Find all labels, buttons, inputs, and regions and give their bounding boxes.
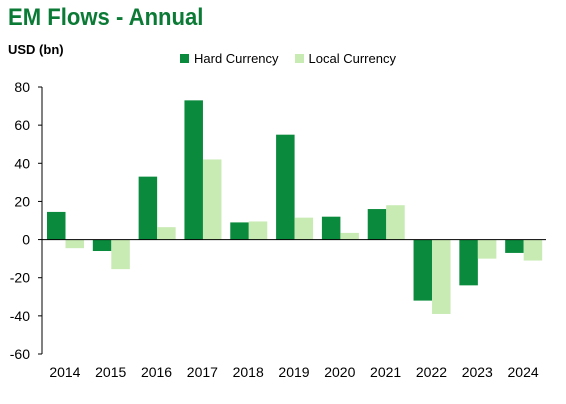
x-tick-label: 2015 — [95, 364, 126, 380]
bar-hard-currency — [413, 239, 433, 301]
bar-hard-currency — [459, 239, 478, 286]
x-tick-label: 2024 — [508, 364, 539, 380]
legend: Hard Currency Local Currency — [180, 51, 396, 66]
x-tick-label: 2022 — [416, 364, 447, 380]
y-tick-label: -60 — [10, 346, 30, 362]
bar-hard-currency — [47, 211, 66, 240]
bar-hard-currency — [321, 216, 341, 240]
bar-local-currency — [523, 239, 543, 261]
bar-local-currency — [202, 159, 222, 240]
x-tick-label: 2018 — [233, 364, 264, 380]
bar-hard-currency — [92, 239, 112, 252]
legend-label-local: Local Currency — [308, 51, 396, 66]
x-tick-label: 2019 — [278, 364, 309, 380]
bar-local-currency — [477, 239, 497, 259]
bar-local-currency — [248, 221, 268, 240]
legend-item-local: Local Currency — [294, 51, 396, 66]
legend-swatch-local — [294, 54, 304, 63]
bar-local-currency — [340, 232, 359, 240]
bar-local-currency — [157, 227, 176, 240]
y-tick-label: -20 — [10, 270, 30, 286]
x-tick-label: 2017 — [187, 364, 218, 380]
bar-local-currency — [65, 239, 84, 249]
bar-local-currency — [294, 217, 314, 240]
chart-title: EM Flows - Annual — [8, 4, 204, 31]
bar-local-currency — [386, 205, 405, 240]
x-tick-label: 2014 — [49, 364, 80, 380]
y-tick-label: 80 — [14, 79, 30, 95]
legend-item-hard: Hard Currency — [180, 51, 279, 66]
y-tick-label: -40 — [10, 308, 30, 324]
x-tick-label: 2016 — [141, 364, 172, 380]
bar-hard-currency — [276, 134, 295, 240]
bar-local-currency — [111, 239, 130, 270]
legend-label-hard: Hard Currency — [194, 51, 279, 66]
bar-hard-currency — [138, 176, 158, 240]
bar-hard-currency — [367, 209, 387, 240]
legend-swatch-hard — [180, 54, 189, 63]
y-tick-label: 60 — [14, 117, 30, 133]
bar-local-currency — [432, 239, 451, 314]
x-tick-label: 2020 — [324, 364, 355, 380]
y-tick-label: 40 — [14, 155, 30, 171]
unit-label: USD (bn) — [8, 42, 64, 57]
y-tick-label: 0 — [22, 232, 30, 248]
bar-hard-currency — [505, 239, 524, 253]
bar-hard-currency — [184, 100, 203, 240]
y-tick-label: 20 — [14, 193, 30, 209]
bar-hard-currency — [230, 222, 249, 240]
x-tick-label: 2021 — [370, 364, 401, 380]
x-tick-label: 2023 — [462, 364, 493, 380]
